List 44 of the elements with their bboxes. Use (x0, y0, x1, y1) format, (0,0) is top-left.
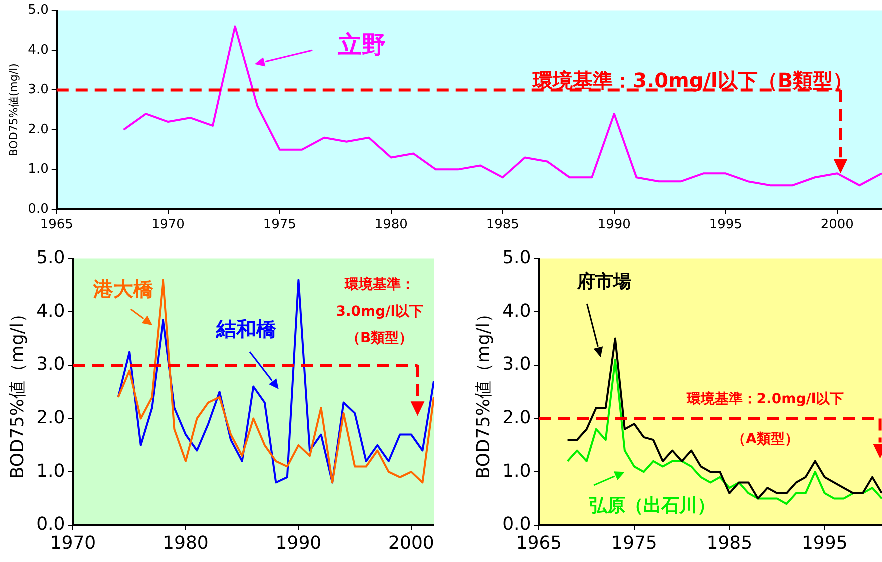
y-tick-label: 2.0 (28, 122, 49, 138)
y-tick-label: 0.0 (502, 514, 532, 536)
text: 環境基準：2.0mg/l以下（A類型） (686, 392, 844, 448)
x-tick-label: 1980 (163, 532, 209, 554)
x-tick-label: 1990 (598, 218, 631, 233)
legend-label: 弘原（出石川） (588, 495, 716, 516)
y-tick-label: 4.0 (36, 300, 66, 322)
y-tick-label: 2.0 (502, 407, 532, 428)
x-tick-label: 1970 (152, 218, 185, 233)
y-tick-label: 4.0 (502, 300, 532, 322)
y-tick-label: 2.0 (36, 407, 66, 428)
text: 府市場 (576, 271, 632, 292)
x-tick-label: 1965 (516, 532, 562, 554)
y-axis-title: BOD75%値（mg/l） (473, 305, 494, 480)
y-axis-title: BOD75%値(mg/l) (7, 64, 20, 157)
y-tick-label: 5.0 (28, 3, 49, 18)
y-tick-label: 3.0 (502, 354, 532, 376)
y-axis-title: BOD75%値（mg/l） (7, 305, 28, 480)
y-tick-label: 0.0 (28, 202, 49, 217)
legend-label: 立野 (337, 30, 386, 59)
series-label: 港大橋 (92, 276, 155, 301)
y-tick-label: 5.0 (502, 247, 532, 268)
y-tick-label: 4.0 (28, 42, 49, 58)
ref-line-label: 環境基準：3.0mg/l以下（B類型） (336, 276, 424, 346)
x-tick-label: 1970 (50, 532, 96, 554)
x-tick-label: 1965 (40, 218, 74, 233)
x-tick-label: 1985 (706, 532, 753, 554)
y-tick-label: 1.0 (502, 460, 532, 482)
y-tick-label: 3.0 (36, 354, 66, 376)
x-tick-label: 1975 (612, 532, 658, 554)
x-tick-label: 2000 (388, 532, 434, 554)
y-tick-label: 1.0 (36, 460, 66, 482)
y-tick-label: 5.0 (36, 247, 66, 268)
x-tick-label: 1985 (486, 218, 520, 233)
y-tick-label: 3.0 (28, 82, 49, 98)
x-tick-label: 1995 (802, 532, 848, 554)
x-tick-label: 2000 (820, 218, 854, 233)
y-tick-label: 0.0 (36, 514, 66, 536)
x-tick-label: 1980 (374, 218, 408, 233)
x-tick-label: 1990 (276, 532, 322, 554)
x-tick-label: 1975 (263, 218, 296, 233)
x-tick-label: 1995 (709, 218, 742, 233)
series-label: 結和橋 (215, 316, 278, 341)
y-tick-label: 1.0 (28, 162, 49, 178)
